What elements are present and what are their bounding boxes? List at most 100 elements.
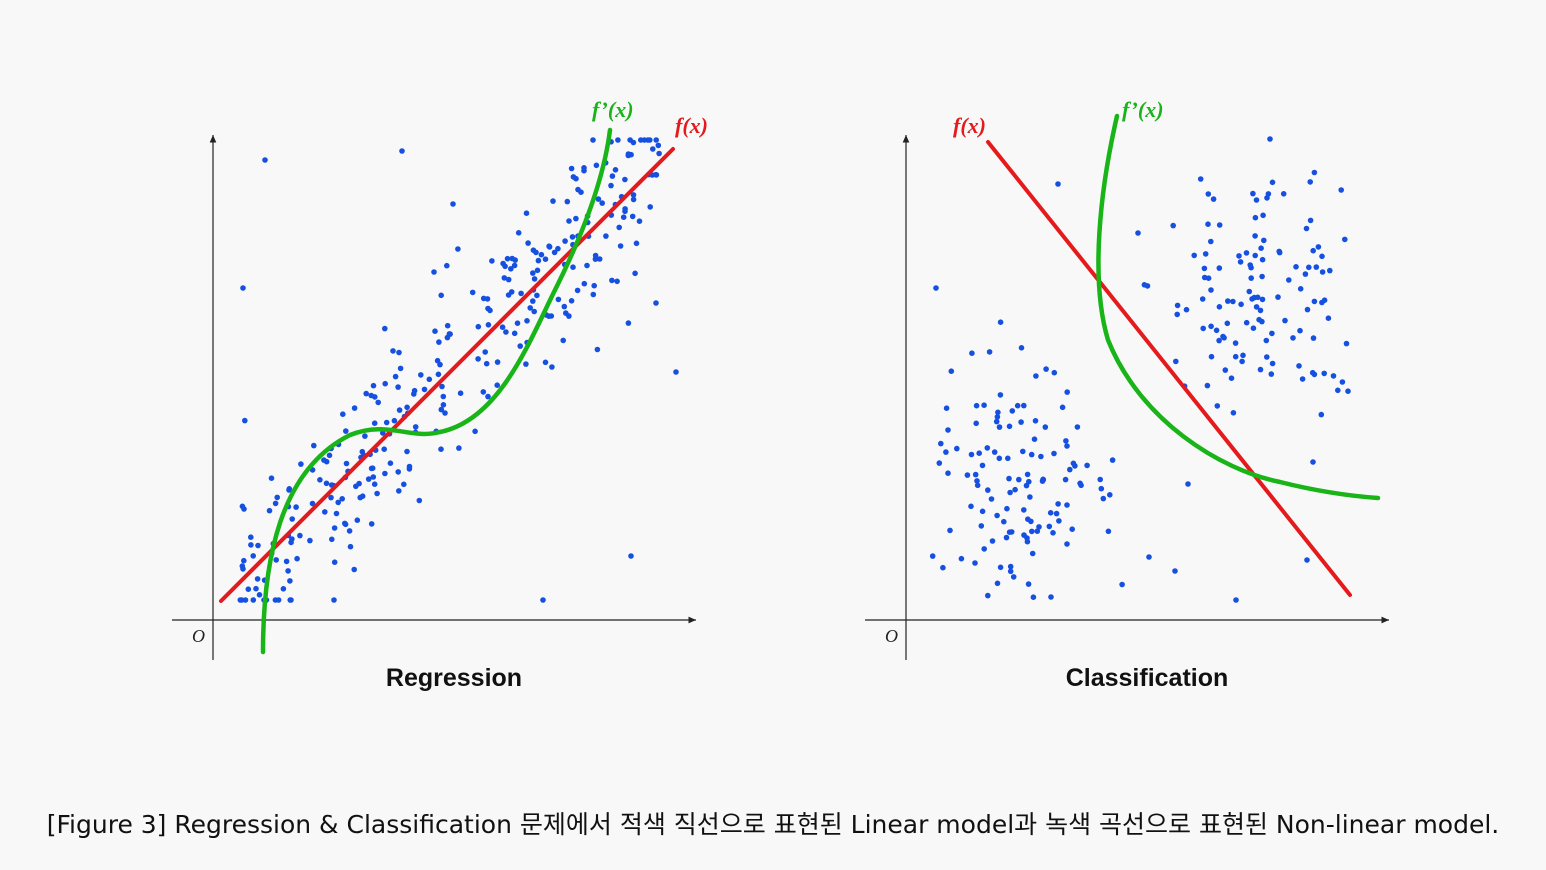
classification-data-point [1280, 191, 1287, 197]
classification-data-point [1053, 510, 1060, 517]
regression-data-point [272, 597, 279, 603]
classification-data-point [995, 409, 1001, 416]
regression-data-point [343, 428, 349, 434]
regression-data-point [435, 371, 442, 378]
classification-data-point [1027, 494, 1033, 500]
classification-data-point [1297, 286, 1304, 292]
classification-data-point [1208, 287, 1214, 293]
classification-data-point [1172, 568, 1178, 574]
regression-data-point [555, 296, 562, 303]
classification-data-point [943, 449, 949, 455]
classification-data-point [1236, 253, 1242, 259]
classification-data-point [1319, 269, 1326, 275]
classification-data-point [978, 523, 985, 529]
figure-caption: [Figure 3] Regression & Classification 문… [46, 810, 1500, 839]
regression-data-point [609, 173, 616, 179]
classification-data-point [1216, 222, 1223, 228]
classification-linear-model-line [986, 140, 1352, 597]
regression-data-point [328, 494, 334, 501]
classification-data-point [1261, 237, 1267, 244]
classification-data-point [1303, 225, 1310, 232]
classification-data-point [1046, 523, 1053, 530]
classification-data-point [1252, 252, 1258, 259]
classification-data-point [1170, 222, 1176, 229]
classification-data-point [1021, 402, 1027, 409]
classification-data-point [1074, 424, 1081, 430]
classification-data-point [1009, 408, 1016, 414]
classification-data-point [1003, 534, 1010, 541]
regression-data-point [255, 542, 261, 549]
regression-data-point [500, 260, 506, 267]
classification-data-point [1304, 306, 1311, 313]
regression-data-point [531, 276, 538, 282]
classification-data-point [958, 555, 965, 562]
classification-data-point [1036, 524, 1042, 530]
classification-data-point [1239, 358, 1245, 365]
classification-data-point [1018, 345, 1025, 351]
classification-data-point [1028, 451, 1035, 458]
regression-data-point [342, 521, 349, 528]
classification-data-point [1016, 476, 1022, 483]
classification-data-point [1001, 518, 1007, 525]
regression-data-point [542, 359, 549, 366]
regression-data-point [568, 165, 575, 172]
classification-data-point [1299, 376, 1306, 382]
regression-data-point [268, 475, 275, 482]
regression-data-point [436, 339, 442, 345]
classification-data-point [1321, 297, 1328, 304]
regression-data-point [241, 506, 247, 512]
classification-data-point [1309, 369, 1316, 376]
regression-data-point [242, 417, 248, 424]
classification-origin-label: O [885, 626, 898, 646]
classification-data-point [1304, 557, 1310, 563]
classification-data-point [984, 445, 991, 451]
classification-data-point [1259, 318, 1265, 325]
classification-data-point [1259, 256, 1266, 263]
regression-data-point [457, 390, 464, 397]
regression-data-point [286, 487, 292, 493]
classification-data-point [1311, 169, 1318, 176]
regression-data-point [584, 262, 590, 269]
regression-data-point [307, 537, 313, 544]
regression-data-point [370, 474, 377, 480]
regression-data-point [293, 504, 299, 510]
regression-data-point [399, 148, 405, 154]
regression-data-point [517, 343, 523, 349]
classification-data-point [1268, 371, 1275, 377]
regression-data-point [438, 446, 444, 453]
regression-data-point [362, 433, 368, 439]
classification-data-point [1240, 352, 1246, 359]
regression-data-point [630, 196, 637, 203]
regression-data-point [368, 521, 375, 527]
regression-data-point [439, 383, 445, 390]
classification-data-point [1276, 248, 1282, 255]
regression-data-point [480, 295, 487, 302]
regression-data-point [617, 243, 624, 249]
regression-data-point [591, 282, 597, 289]
classification-title: Classification [1066, 664, 1229, 692]
classification-data-point [1199, 296, 1206, 302]
regression-data-point [444, 322, 451, 329]
regression-data-point [482, 349, 489, 355]
regression-data-point [273, 557, 280, 563]
regression-data-point [322, 509, 328, 515]
classification-data-point [1107, 492, 1113, 498]
regression-data-point [551, 249, 558, 256]
regression-data-point [309, 500, 316, 507]
regression-data-point [469, 289, 476, 296]
classification-data-point [1330, 373, 1337, 379]
regression-data-point [633, 240, 640, 247]
regression-data-point [542, 256, 549, 263]
regression-data-point [622, 176, 628, 183]
regression-data-point [632, 270, 638, 277]
classification-data-point [1029, 528, 1035, 535]
classification-data-point [1208, 323, 1214, 330]
classification-data-point [986, 349, 993, 355]
regression-data-point [390, 348, 396, 354]
regression-data-point [501, 275, 508, 281]
classification-data-point [988, 496, 995, 502]
classification-data-point [972, 471, 979, 478]
regression-data-point [655, 142, 662, 149]
classification-data-point [996, 424, 1003, 430]
regression-data-point [511, 262, 518, 269]
